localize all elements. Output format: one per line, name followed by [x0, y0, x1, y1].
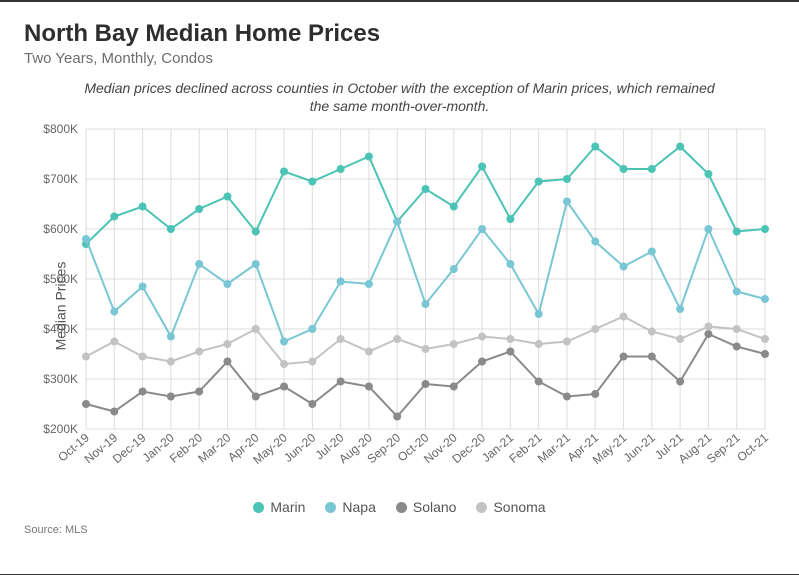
- chart-title: North Bay Median Home Prices: [24, 20, 775, 48]
- legend-dot-icon: [476, 502, 487, 513]
- legend-item: Solano: [396, 499, 457, 515]
- svg-text:$800K: $800K: [43, 122, 78, 136]
- chart-caption: Median prices declined across counties i…: [80, 79, 720, 115]
- legend-item: Sonoma: [476, 499, 545, 515]
- legend-item: Napa: [325, 499, 375, 515]
- chart-area: Median Prices $200K$300K$400K$500K$600K$…: [24, 121, 775, 491]
- source-text: Source: MLS: [24, 524, 775, 536]
- legend-dot-icon: [396, 502, 407, 513]
- legend-dot-icon: [253, 502, 264, 513]
- svg-text:$300K: $300K: [43, 372, 78, 386]
- chart-card: North Bay Median Home Prices Two Years, …: [0, 0, 799, 575]
- svg-text:$600K: $600K: [43, 222, 78, 236]
- legend-label: Marin: [270, 499, 305, 515]
- svg-text:$700K: $700K: [43, 172, 78, 186]
- legend-dot-icon: [325, 502, 336, 513]
- line-chart-svg: $200K$300K$400K$500K$600K$700K$800KOct-1…: [24, 121, 775, 491]
- legend: Marin Napa Solano Sonoma: [24, 499, 775, 516]
- svg-text:$200K: $200K: [43, 422, 78, 436]
- chart-subtitle: Two Years, Monthly, Condos: [24, 50, 775, 67]
- legend-item: Marin: [253, 499, 305, 515]
- legend-label: Sonoma: [493, 499, 545, 515]
- legend-label: Napa: [342, 499, 375, 515]
- legend-label: Solano: [413, 499, 457, 515]
- y-axis-label: Median Prices: [52, 262, 68, 351]
